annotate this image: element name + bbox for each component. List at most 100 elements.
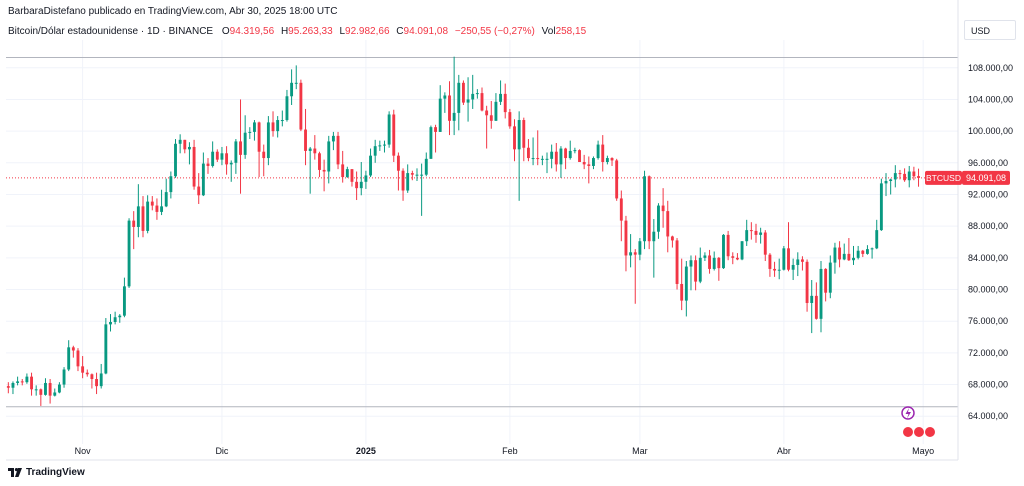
candle-body	[782, 248, 786, 270]
price-tick-label: 72.000,00	[968, 348, 1008, 358]
price-tag-value: 94.091,08	[966, 173, 1006, 183]
candle-body	[178, 139, 182, 144]
candle-body	[647, 176, 651, 242]
time-axis[interactable]: Nov Dic 2025 Feb Mar Abr Mayo	[6, 446, 958, 461]
brand-name: TradingView	[26, 467, 85, 478]
candle-body	[248, 131, 252, 133]
candle-body	[907, 171, 911, 181]
candle-body	[57, 384, 61, 393]
candle-body	[336, 135, 340, 165]
price-tick-label: 80.000,00	[968, 285, 1008, 295]
candle-body	[545, 158, 549, 160]
candle-body	[452, 112, 456, 121]
candle-body	[712, 257, 716, 269]
candle-body	[587, 164, 591, 166]
candle-body	[206, 163, 210, 166]
candle-body	[95, 379, 98, 387]
time-tick-label: Nov	[75, 446, 92, 456]
candle-body	[429, 127, 433, 159]
candle-body	[796, 259, 800, 265]
candle-body	[578, 150, 581, 163]
candle-body	[838, 247, 842, 260]
candle-body	[30, 376, 33, 390]
candle-body	[624, 220, 628, 256]
tradingview-brand[interactable]: TradingView	[8, 467, 85, 478]
price-axis[interactable]: 64.000,00 68.000,00 72.000,00 76.000,00 80.0…	[957, 0, 1013, 460]
candle-body	[866, 249, 869, 254]
candle-body	[531, 158, 535, 160]
candle-body	[828, 262, 832, 293]
candle-body	[201, 163, 205, 196]
currency-selector[interactable]: USD	[964, 20, 1016, 40]
candle-body	[81, 366, 85, 373]
symbol-name[interactable]: Bitcoin/Dólar estadounidense · 1D · BINA…	[8, 26, 214, 37]
candle-body	[225, 153, 229, 165]
candle-body	[183, 139, 187, 150]
candle-body	[475, 93, 479, 95]
us-flag-icon[interactable]	[913, 426, 925, 438]
candle-body	[76, 350, 80, 367]
candle-body	[211, 151, 215, 166]
candle-body	[517, 120, 521, 150]
candle-body	[680, 283, 684, 301]
candle-body	[503, 93, 507, 113]
candle-body	[661, 205, 665, 212]
price-tag-ticker-bg	[925, 170, 962, 185]
grid-lines	[6, 40, 958, 444]
candle-body	[280, 120, 284, 122]
candle-body	[657, 205, 660, 232]
us-flag-icon[interactable]	[902, 426, 914, 438]
tradingview-logo-icon	[8, 468, 22, 477]
volume-value: 258,15	[555, 26, 587, 37]
candle-body	[67, 347, 71, 370]
candle-body	[313, 148, 317, 154]
candle-body	[763, 232, 767, 255]
candle-body	[85, 372, 89, 375]
candle-body	[239, 141, 242, 155]
low-label: L	[339, 26, 346, 37]
candle-body	[364, 175, 368, 182]
candle-body	[698, 257, 702, 282]
candle-body	[401, 170, 405, 191]
candle-body	[34, 389, 38, 391]
candle-body	[373, 146, 377, 156]
candle-body	[415, 174, 419, 176]
candle-body	[833, 247, 837, 263]
candle-body	[573, 150, 577, 152]
candle-body	[132, 220, 136, 227]
price-tick-label: 76.000,00	[968, 316, 1008, 326]
price-tick-label: 84.000,00	[968, 253, 1008, 263]
open-value: 94.319,56	[229, 26, 275, 37]
candle-body	[350, 169, 354, 182]
candle-body	[708, 255, 711, 269]
candle-body	[526, 147, 530, 159]
open-label: O	[221, 26, 230, 37]
candle-body	[689, 260, 693, 267]
price-tick-label: 68.000,00	[968, 380, 1008, 390]
candle-body	[187, 146, 191, 150]
candle-body	[494, 101, 498, 121]
candle-body	[169, 176, 173, 193]
candle-body	[299, 82, 303, 130]
candle-body	[745, 230, 749, 242]
candle-body	[141, 206, 145, 231]
candle-body	[322, 169, 326, 172]
candle-body	[90, 374, 94, 380]
event-markers[interactable]	[901, 406, 936, 438]
candle-body	[814, 295, 818, 319]
candle-body	[522, 120, 526, 148]
candle-body	[912, 171, 916, 177]
candle-body	[610, 158, 614, 161]
candle-body	[703, 255, 707, 258]
candle-body	[810, 295, 814, 303]
candle-body	[345, 169, 349, 178]
us-flag-icon[interactable]	[924, 426, 936, 438]
candle-body	[666, 211, 670, 237]
candle-body	[220, 153, 224, 160]
candle-body	[160, 206, 164, 212]
candle-body	[754, 230, 758, 235]
candle-body	[109, 321, 112, 325]
candle-body	[847, 253, 851, 261]
candle-body	[99, 373, 103, 387]
